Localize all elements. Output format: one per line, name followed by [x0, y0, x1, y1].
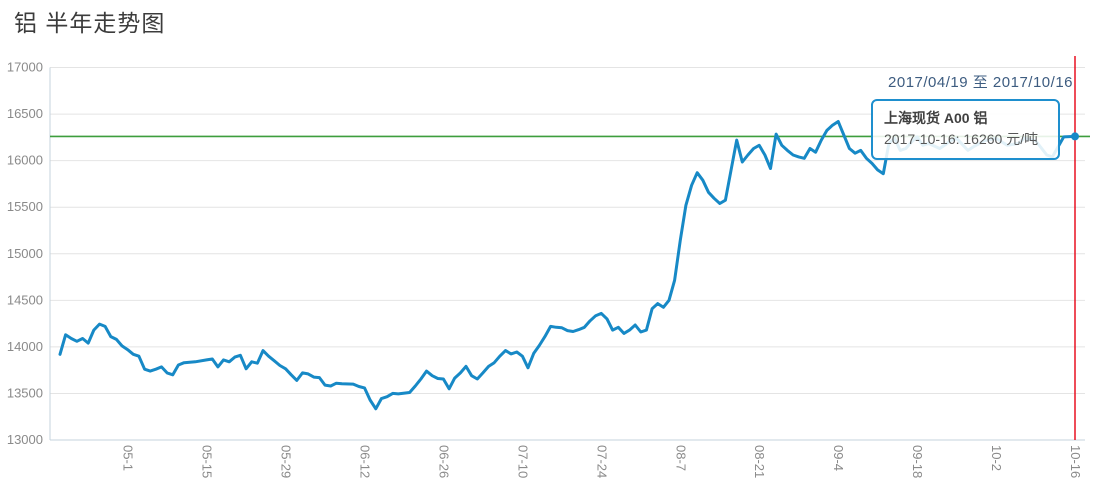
date-range-label: 2017/04/19 至 2017/10/16	[888, 74, 1073, 91]
tooltip: 上海现货 A00 铝 2017-10-16: 16260 元/吨	[871, 99, 1060, 160]
x-axis-label: 08-7	[673, 445, 688, 471]
series-line	[58, 120, 1077, 411]
x-axis-label: 09-18	[910, 445, 925, 478]
y-axis-label: 15000	[7, 246, 43, 261]
y-axis-label: 16500	[7, 106, 43, 121]
x-axis-label: 05-1	[121, 445, 136, 471]
y-axis-label: 16000	[7, 153, 43, 168]
x-axis-label: 05-15	[200, 445, 215, 478]
x-axis-label: 06-26	[436, 445, 451, 478]
page-title: 铝 半年走势图	[14, 10, 166, 36]
tooltip-series-name: 上海现货 A00 铝	[884, 110, 988, 126]
x-axis-label: 07-24	[594, 445, 609, 478]
x-axis-label: 08-21	[752, 445, 767, 478]
tooltip-value: 2017-10-16: 16260 元/吨	[884, 131, 1039, 147]
x-axis-label: 07-10	[515, 445, 530, 478]
y-axis-label: 13500	[7, 385, 43, 400]
y-axis-label: 15500	[7, 199, 43, 214]
y-axis-label: 17000	[7, 60, 43, 75]
last-point-marker	[1071, 132, 1079, 141]
x-axis-label: 10-2	[989, 445, 1004, 471]
x-axis-label: 09-4	[831, 445, 846, 471]
y-axis-label: 14500	[7, 292, 43, 307]
x-axis-label: 05-29	[279, 445, 294, 478]
y-axis-label: 13000	[7, 432, 43, 447]
x-axis-label: 10-16	[1068, 445, 1083, 478]
y-axis-label: 14000	[7, 339, 43, 354]
x-axis-label: 06-12	[358, 445, 373, 478]
